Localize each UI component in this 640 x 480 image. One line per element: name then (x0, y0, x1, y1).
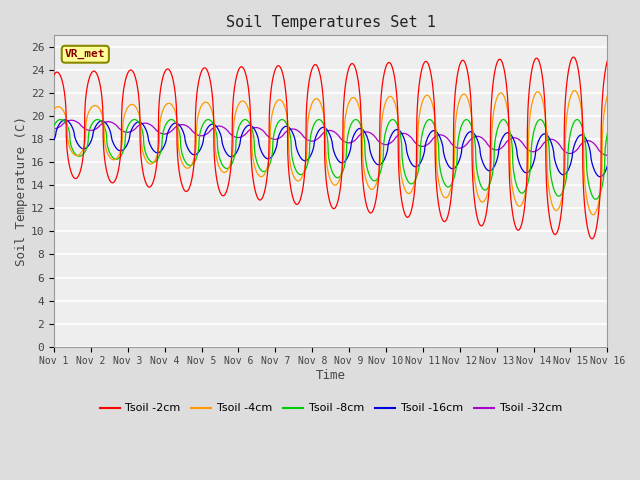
X-axis label: Time: Time (316, 369, 346, 382)
Title: Soil Temperatures Set 1: Soil Temperatures Set 1 (226, 15, 436, 30)
Legend: Tsoil -2cm, Tsoil -4cm, Tsoil -8cm, Tsoil -16cm, Tsoil -32cm: Tsoil -2cm, Tsoil -4cm, Tsoil -8cm, Tsoi… (95, 399, 566, 418)
Y-axis label: Soil Temperature (C): Soil Temperature (C) (15, 116, 28, 266)
Text: VR_met: VR_met (65, 49, 106, 60)
